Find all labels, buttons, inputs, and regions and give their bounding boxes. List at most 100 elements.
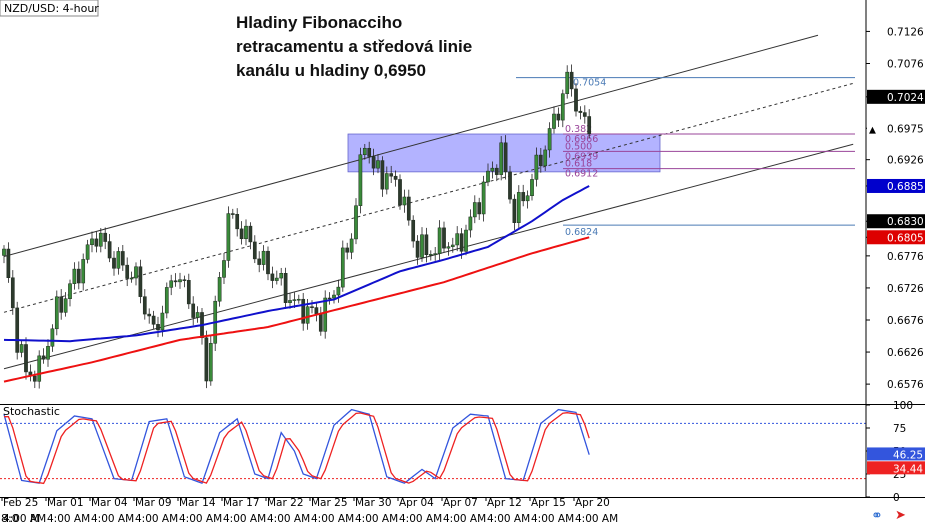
candle <box>134 266 138 279</box>
candle <box>490 167 495 172</box>
time-date-label: Mar 22 <box>267 497 304 509</box>
candle <box>450 244 455 247</box>
channel-lower-line <box>3 143 854 370</box>
price-tick-label: 0.6726 <box>887 283 924 295</box>
candle <box>261 250 266 265</box>
candle <box>204 337 209 382</box>
candle <box>332 294 336 299</box>
candle <box>164 287 169 314</box>
price-badge <box>867 89 925 104</box>
fib-label-2: 0.500 <box>565 141 592 152</box>
time-hour-label: 4:00 AM <box>47 513 90 525</box>
price-tick-label: 0.7126 <box>887 26 924 38</box>
candle <box>582 112 587 117</box>
candle <box>244 225 248 240</box>
time-date-label: Mar 09 <box>135 497 172 509</box>
price-badge-label: 0.6885 <box>887 181 924 193</box>
candle <box>2 248 6 256</box>
candle <box>393 175 398 180</box>
fib-label-3: 0.6939 <box>565 151 598 162</box>
candle <box>345 247 350 253</box>
candle <box>380 160 385 190</box>
price-tick-label: 0.6926 <box>887 155 924 167</box>
candle <box>424 234 429 256</box>
candle <box>41 355 46 360</box>
time-date-label: Apr 12 <box>487 497 522 509</box>
time-date-label: Feb 25 <box>3 497 38 509</box>
candle <box>257 258 262 265</box>
symbol-label-box <box>0 0 99 17</box>
candle <box>301 298 306 324</box>
candle <box>248 225 253 243</box>
candle <box>508 171 512 200</box>
candle <box>103 232 108 242</box>
candle <box>362 147 367 155</box>
time-date-label: Mar 30 <box>355 497 392 509</box>
time-hour-label: 4:00 AM <box>575 513 618 525</box>
candle <box>398 179 402 206</box>
stochastic-tick-label: 75 <box>893 423 906 435</box>
candle <box>195 312 200 318</box>
candle <box>32 375 37 382</box>
stochastic-d-line <box>4 412 590 485</box>
candle <box>428 254 433 256</box>
price-badge <box>867 121 925 136</box>
stochastic-panel <box>0 408 866 485</box>
link-icon[interactable]: ⚭ <box>871 508 883 524</box>
time-date-label: Mar 25 <box>311 497 348 509</box>
candle <box>574 88 578 112</box>
candle <box>182 279 187 281</box>
candle <box>81 259 86 284</box>
time-date-label: Apr 20 <box>575 497 610 509</box>
candle <box>486 170 490 183</box>
candle <box>349 238 354 253</box>
title-line-2: retracamentu a středová linie <box>236 37 472 56</box>
candle <box>173 280 178 283</box>
candle <box>358 154 363 206</box>
channel-middle-line <box>3 82 854 313</box>
time-date-label: Mar 17 <box>223 497 260 509</box>
candle <box>578 110 583 113</box>
candle <box>340 247 345 288</box>
candle <box>556 113 561 121</box>
title-line-1: Hladiny Fibonacciho <box>236 13 402 32</box>
candle <box>274 277 279 281</box>
stochastic-label: Stochastic <box>3 405 60 418</box>
candle <box>538 154 543 167</box>
swing-high-label: 0.7054 <box>573 78 606 89</box>
candle <box>494 167 499 175</box>
candle <box>63 298 68 313</box>
candle <box>411 219 416 242</box>
stochastic-d-badge <box>867 461 925 475</box>
candle <box>565 71 570 94</box>
arrow-icon[interactable]: ➤ <box>895 508 906 523</box>
candle <box>384 173 389 190</box>
time-hour-label: 4:00 AM <box>531 513 574 525</box>
price-badge-label: 0.7024 <box>887 92 924 104</box>
channel-upper-line <box>3 34 819 257</box>
candle <box>547 128 552 151</box>
candle <box>37 355 42 382</box>
candle <box>68 283 72 299</box>
candle <box>288 300 292 303</box>
candle <box>402 196 407 206</box>
candle <box>283 273 288 303</box>
stochastic-k-value: 46.25 <box>893 449 923 461</box>
time-hour-label: 4:00 AM <box>267 513 310 525</box>
annotations: Hladiny Fibonacciho retracamentu a střed… <box>0 0 472 525</box>
stochastic-tick-label: 100 <box>893 400 913 412</box>
fib-label-5: 0.6912 <box>565 169 598 180</box>
candle <box>235 214 240 230</box>
candle <box>54 296 59 330</box>
candle <box>178 279 182 283</box>
moving-average-blue <box>3 185 590 343</box>
fib-label-1: 0.6966 <box>565 134 598 145</box>
time-date-label: Mar 14 <box>179 497 216 509</box>
candle <box>19 344 24 353</box>
candle <box>186 280 191 305</box>
candle <box>446 246 451 249</box>
